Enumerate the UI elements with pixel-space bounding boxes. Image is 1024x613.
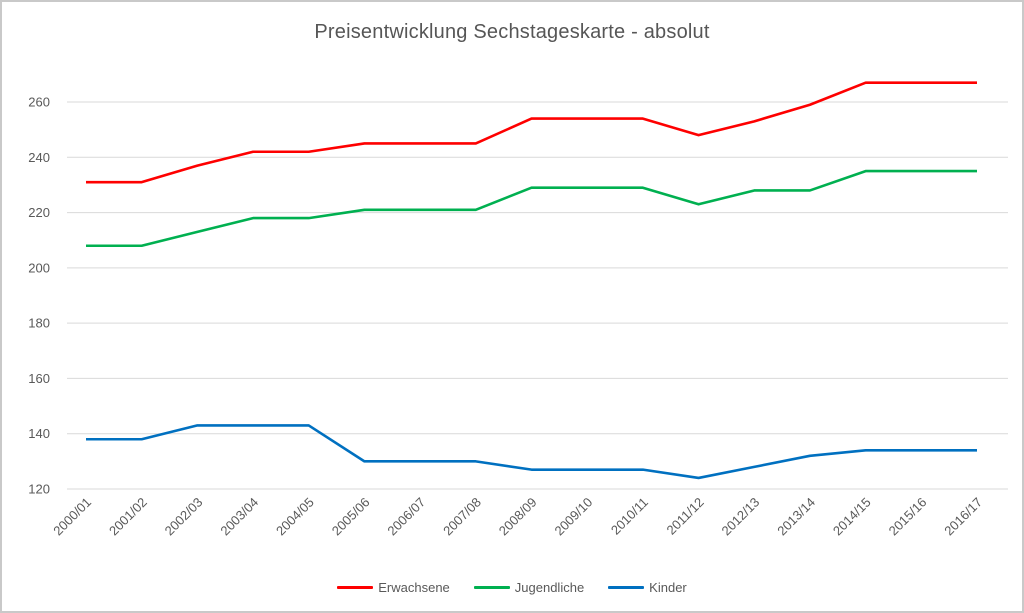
y-axis-label: 160: [28, 371, 50, 386]
series-line-jugendliche: [86, 169, 977, 248]
x-axis-label: 2006/07: [384, 495, 428, 539]
legend-item-kinder: Kinder: [608, 580, 687, 595]
x-axis-label: 2011/12: [664, 495, 707, 538]
series-line-kinder: [86, 424, 977, 480]
legend-line-swatch: [473, 586, 510, 589]
y-axis-label: 200: [28, 260, 50, 275]
legend-line-swatch: [337, 586, 374, 589]
y-axis-label: 260: [28, 95, 50, 110]
legend-label: Kinder: [649, 580, 687, 595]
x-axis-label: 2002/03: [162, 495, 206, 539]
x-axis-label: 2000/01: [50, 495, 94, 539]
legend-line-swatch: [608, 586, 645, 589]
x-axis-label: 2015/16: [886, 495, 930, 539]
chart-title: Preisentwicklung Sechstageskarte - absol…: [314, 21, 710, 43]
x-axis-label: 2007/08: [440, 495, 484, 539]
legend-item-erwachsene: Erwachsene: [337, 580, 450, 595]
series-line-erwachsene: [86, 81, 977, 184]
x-axis-label: 2008/09: [496, 495, 540, 539]
x-axis-label: 2016/17: [941, 495, 985, 539]
legend-item-jugendliche: Jugendliche: [473, 580, 585, 595]
x-axis-label: 2004/05: [273, 495, 317, 539]
legend-label: Jugendliche: [514, 580, 585, 595]
x-axis-label: 2014/15: [830, 495, 874, 539]
chart-legend: Erwachsene Jugendliche Kinder: [2, 580, 1022, 595]
y-axis-label: 240: [28, 150, 50, 165]
x-axis-label: 2005/06: [329, 495, 373, 539]
y-axis-label: 220: [28, 205, 50, 220]
x-axis-label: 2010/11: [608, 495, 651, 538]
y-axis-label: 140: [28, 426, 50, 441]
y-axis-label: 180: [28, 316, 50, 331]
x-axis-label: 2013/14: [774, 495, 818, 539]
x-axis-label: 2009/10: [551, 495, 595, 539]
legend-label: Erwachsene: [378, 580, 450, 595]
x-axis-label: 2012/13: [719, 495, 763, 539]
x-axis-label: 2003/04: [217, 495, 261, 539]
y-axis-label: 120: [28, 482, 50, 497]
x-axis-label: 2001/02: [106, 495, 150, 539]
